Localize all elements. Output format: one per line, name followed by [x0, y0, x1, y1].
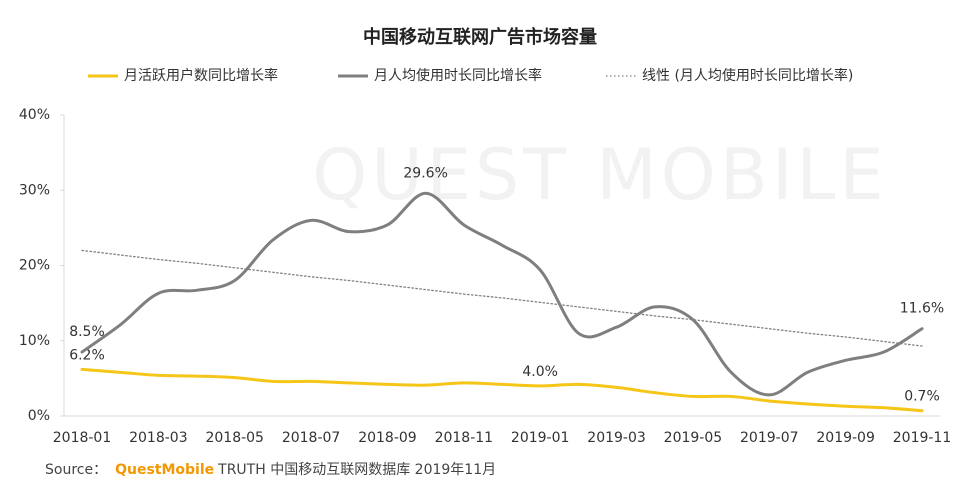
data-label: 11.6%	[900, 301, 944, 317]
series-line	[80, 367, 924, 413]
data-label: 29.6%	[403, 165, 447, 181]
series-line	[80, 191, 924, 397]
data-label: 0.7%	[904, 389, 940, 405]
watermark: QUEST MOBILE	[312, 134, 887, 216]
chart-title: 中国移动互联网广告市场容量	[363, 26, 597, 48]
x-tick-label: 2019-01	[511, 430, 570, 446]
y-tick-label: 30%	[19, 182, 50, 198]
x-tick-label: 2018-03	[129, 430, 188, 446]
x-tick-label: 2019-09	[816, 430, 875, 446]
x-tick-label: 2019-11	[893, 430, 952, 446]
data-label: 8.5%	[69, 324, 105, 340]
y-tick-label: 20%	[19, 258, 50, 274]
data-label: 4.0%	[522, 364, 558, 380]
x-tick-label: 2019-07	[740, 430, 799, 446]
x-tick-label: 2019-03	[587, 430, 646, 446]
source-prefix: Source：	[45, 462, 107, 478]
x-tick-label: 2018-11	[435, 430, 494, 446]
x-tick-label: 2018-07	[282, 430, 341, 446]
data-label: 6.2%	[69, 347, 105, 363]
legend-label: 月活跃用户数同比增长率	[124, 67, 278, 84]
source: Source： QuestMobile TRUTH 中国移动互联网数据库 2019年…	[45, 462, 496, 478]
y-tick-label: 10%	[19, 333, 50, 349]
x-tick-label: 2019-05	[664, 430, 723, 446]
x-tick-label: 2018-09	[358, 430, 417, 446]
x-tick-label: 2018-05	[205, 430, 264, 446]
legend-label: 线性 (月人均使用时长同比增长率)	[642, 67, 853, 84]
source-brand: QuestMobile	[115, 462, 214, 478]
x-tick-label: 2018-01	[53, 430, 112, 446]
legend-label: 月人均使用时长同比增长率	[374, 67, 542, 84]
y-tick-label: 40%	[19, 107, 50, 123]
source-text: TRUTH 中国移动互联网数据库 2019年11月	[217, 462, 496, 478]
series-line	[81, 249, 923, 347]
y-tick-label: 0%	[28, 408, 50, 424]
